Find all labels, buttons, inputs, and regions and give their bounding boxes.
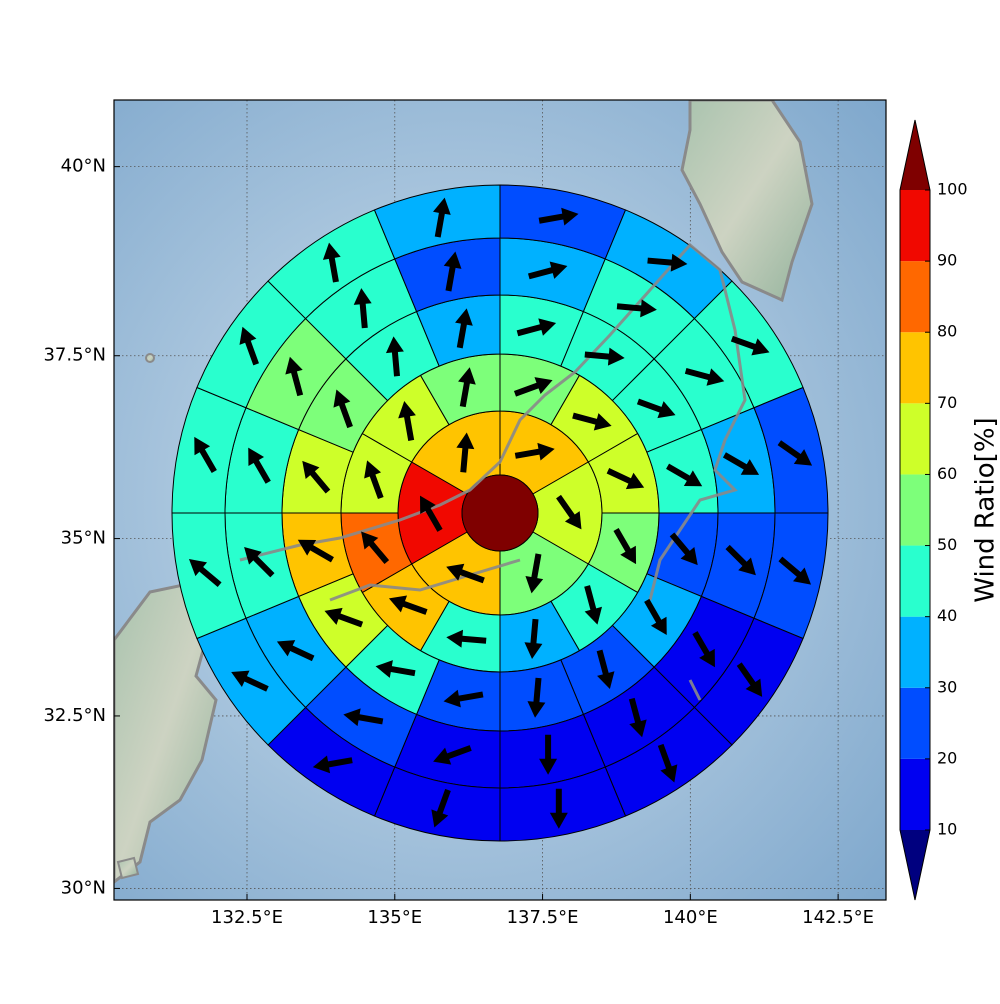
colorbar-tick-label: 80 xyxy=(937,322,957,341)
colorbar-band xyxy=(900,261,930,332)
colorbar-tick-label: 10 xyxy=(937,820,957,839)
colorbar-extend-low xyxy=(900,830,930,900)
land-island xyxy=(118,858,138,878)
y-tick-label: 40°N xyxy=(61,156,106,177)
x-tick-label: 140°E xyxy=(663,907,718,928)
colorbar-tick-label: 70 xyxy=(937,393,957,412)
colorbar-tick-label: 60 xyxy=(937,464,957,483)
x-tick-label: 142.5°E xyxy=(802,907,874,928)
colorbar-band xyxy=(900,332,930,403)
colorbar-band xyxy=(900,688,930,759)
y-tick-label: 30°N xyxy=(61,877,106,898)
colorbar-band xyxy=(900,403,930,474)
colorbar-band xyxy=(900,190,930,261)
sector-layer xyxy=(172,185,828,841)
colorbar-extend-high xyxy=(900,120,930,190)
colorbar-tick-label: 100 xyxy=(937,180,968,199)
colorbar-tick-label: 50 xyxy=(937,535,957,554)
colorbar-band xyxy=(900,474,930,545)
y-tick-label: 37.5°N xyxy=(43,345,106,366)
y-tick-label: 32.5°N xyxy=(43,705,106,726)
x-tick-label: 132.5°E xyxy=(211,907,283,928)
y-tick-label: 35°N xyxy=(61,528,106,549)
colorbar-band xyxy=(900,617,930,688)
colorbar-band xyxy=(900,759,930,830)
x-tick-label: 137.5°E xyxy=(507,907,579,928)
colorbar-tick-label: 40 xyxy=(937,606,957,625)
x-tick-label: 135°E xyxy=(367,907,422,928)
colorbar-label: Wind Ratio[%] xyxy=(971,417,1000,602)
land-island xyxy=(146,354,154,362)
colorbar-tick-label: 20 xyxy=(937,748,957,767)
colorbar: 10 20 30 40 50 60 70 80 90 100 xyxy=(900,120,968,900)
colorbar-band xyxy=(900,546,930,617)
colorbar-tick-label: 90 xyxy=(937,251,957,270)
colorbar-tick-label: 30 xyxy=(937,677,957,696)
